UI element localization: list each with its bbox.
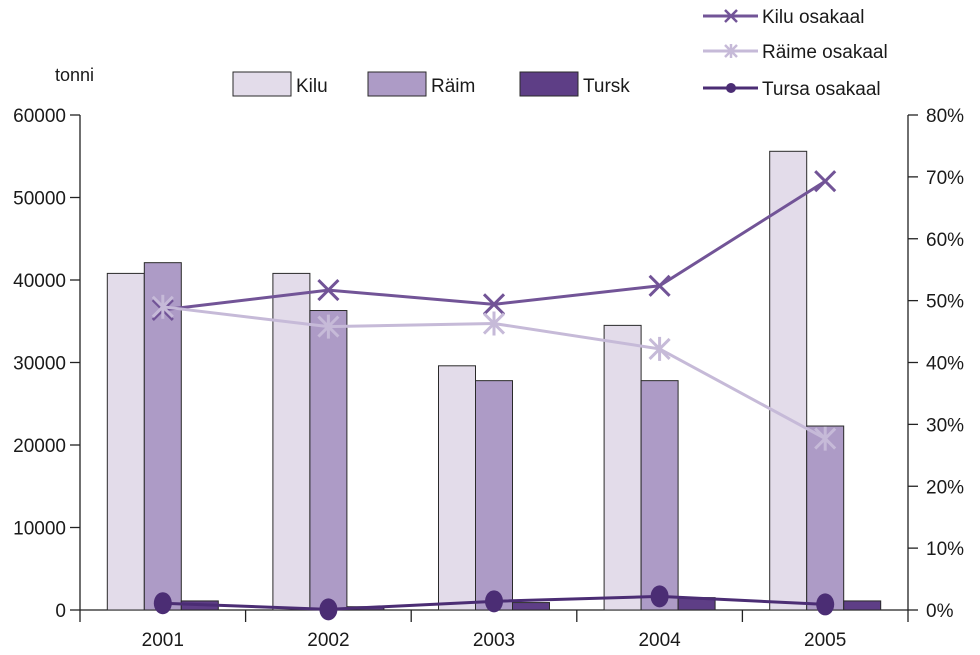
right-tick-label: 50% — [926, 292, 964, 313]
legend-label-kilu: Kilu — [296, 76, 328, 97]
legend: Kilu Räim Tursk Kilu osakaal Räime osakaal Tu… — [232, 7, 888, 100]
point-tursa-osakaal — [319, 598, 338, 621]
right-tick-label: 10% — [926, 539, 964, 560]
left-tick-label: 30000 — [13, 354, 66, 375]
bar-kilu — [603, 324, 642, 611]
left-tick-label: 10000 — [13, 519, 66, 540]
x-tick-label: 2005 — [804, 630, 846, 651]
bar-kilu — [438, 365, 476, 611]
y-axis-unit-label: tonni — [55, 65, 94, 85]
lines — [151, 170, 837, 621]
legend-marker-kilu-osakaal — [724, 9, 738, 23]
point-raime-osakaal — [648, 336, 671, 361]
bar-tursk — [512, 602, 550, 611]
right-tick-label: 70% — [926, 168, 964, 189]
point-tursa-osakaal — [650, 585, 669, 608]
right-tick-label: 80% — [926, 106, 964, 127]
point-kilu-osakaal — [648, 274, 671, 297]
right-tick-label: 30% — [926, 415, 964, 436]
bar-raim — [806, 425, 845, 611]
legend-label-raim: Räim — [431, 76, 475, 97]
legend-swatch-kilu — [232, 71, 292, 97]
x-tick-label: 2001 — [142, 630, 184, 651]
bar-tursk — [843, 600, 882, 611]
tick-labels: 0 10000 20000 30000 40000 50000 60000 0% 10% 20% 3… — [13, 106, 964, 651]
bar-raim — [309, 310, 348, 611]
left-tick-label: 0 — [55, 601, 66, 622]
point-tursa-osakaal — [816, 593, 835, 616]
point-raime-osakaal — [317, 314, 340, 339]
legend-swatch-tursk — [519, 71, 579, 97]
legend-label-tursk: Tursk — [583, 76, 630, 97]
x-tick-label: 2003 — [473, 630, 515, 651]
left-tick-label: 20000 — [13, 436, 66, 457]
legend-marker-raime-osakaal — [724, 44, 738, 58]
bar-kilu — [106, 272, 145, 611]
bar-raim — [143, 262, 182, 611]
point-raime-osakaal — [814, 426, 837, 451]
line-kilu-osakaal — [162, 179, 827, 312]
bar-raim — [640, 380, 679, 611]
left-tick-label: 60000 — [13, 106, 66, 127]
point-tursa-osakaal — [153, 592, 172, 615]
legend-label-tursa-osakaal: Tursa osakaal — [762, 79, 881, 100]
legend-marker-tursa-osakaal — [726, 83, 736, 93]
point-raime-osakaal — [151, 294, 174, 319]
x-tick-label: 2004 — [638, 630, 681, 651]
legend-swatch-raim — [367, 71, 427, 97]
right-tick-label: 60% — [926, 230, 964, 251]
legend-label-raime-osakaal: Räime osakaal — [762, 42, 888, 63]
left-tick-label: 50000 — [13, 189, 66, 210]
right-tick-label: 40% — [926, 354, 964, 375]
point-kilu-osakaal — [814, 170, 837, 193]
bars — [106, 150, 882, 611]
right-tick-label: 20% — [926, 477, 964, 498]
point-kilu-osakaal — [317, 279, 340, 302]
point-kilu-osakaal — [482, 293, 506, 316]
point-raime-osakaal — [482, 311, 506, 336]
left-tick-label: 40000 — [13, 271, 66, 292]
x-tick-label: 2002 — [307, 630, 349, 651]
right-tick-label: 0% — [926, 601, 954, 622]
bar-kilu — [272, 272, 311, 611]
legend-label-kilu-osakaal: Kilu osakaal — [762, 7, 864, 28]
bar-kilu — [769, 150, 808, 611]
point-tursa-osakaal — [485, 590, 503, 613]
bar-raim — [475, 380, 513, 611]
